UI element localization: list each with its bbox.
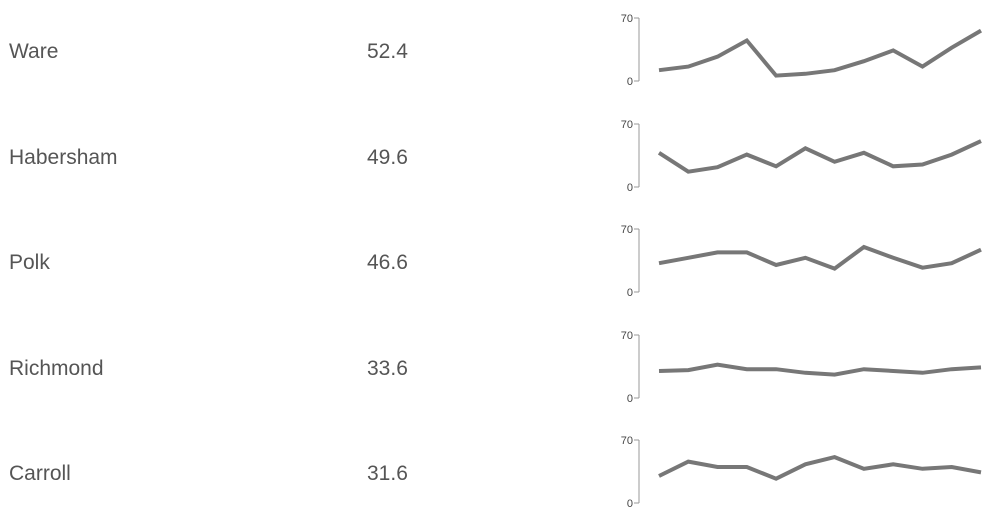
sparkline-series-line <box>658 28 983 78</box>
row-richmond: Richmond 33.6 70 0 <box>0 317 992 422</box>
y-tick-label: 70 <box>621 119 633 131</box>
row-carroll: Carroll 31.6 70 0 <box>0 422 992 527</box>
y-tick-label: 0 <box>627 498 633 510</box>
y-tick-label: 70 <box>621 224 633 236</box>
y-tick-label: 70 <box>621 13 633 25</box>
row-name: Ware <box>9 40 59 63</box>
sparkline-chart: 70 0 <box>621 13 983 88</box>
row-name: Carroll <box>9 462 71 485</box>
row-name: Richmond <box>9 356 104 380</box>
row-value: 49.6 <box>367 145 408 169</box>
sparkline-chart: 70 0 <box>621 435 982 510</box>
y-tick-label: 0 <box>627 287 633 299</box>
y-tick-label: 0 <box>627 182 633 194</box>
row-ware: Ware 52.4 70 0 <box>0 0 992 105</box>
row-value: 31.6 <box>367 462 408 485</box>
row-value: 46.6 <box>367 251 408 274</box>
row-value: 33.6 <box>367 356 408 380</box>
y-tick-label: 0 <box>627 76 633 88</box>
row-value: 52.4 <box>367 40 408 63</box>
y-tick-label: 70 <box>621 330 633 342</box>
y-tick-label: 70 <box>621 435 633 447</box>
sparkline-series-line <box>658 455 982 481</box>
sparkline-chart: 70 0 <box>621 330 982 405</box>
sparkline-series-line <box>658 244 982 271</box>
sparkline-chart: 70 0 <box>621 224 982 299</box>
row-polk: Polk 46.6 70 0 <box>0 211 992 316</box>
y-tick-label: 0 <box>627 393 633 405</box>
row-habersham: Habersham 49.6 70 0 <box>0 106 992 211</box>
sparkline-series-line <box>657 138 982 174</box>
row-name: Habersham <box>9 145 118 169</box>
sparkline-chart: 70 0 <box>621 119 982 194</box>
sparkline-series-line <box>658 362 982 377</box>
row-name: Polk <box>9 251 50 274</box>
